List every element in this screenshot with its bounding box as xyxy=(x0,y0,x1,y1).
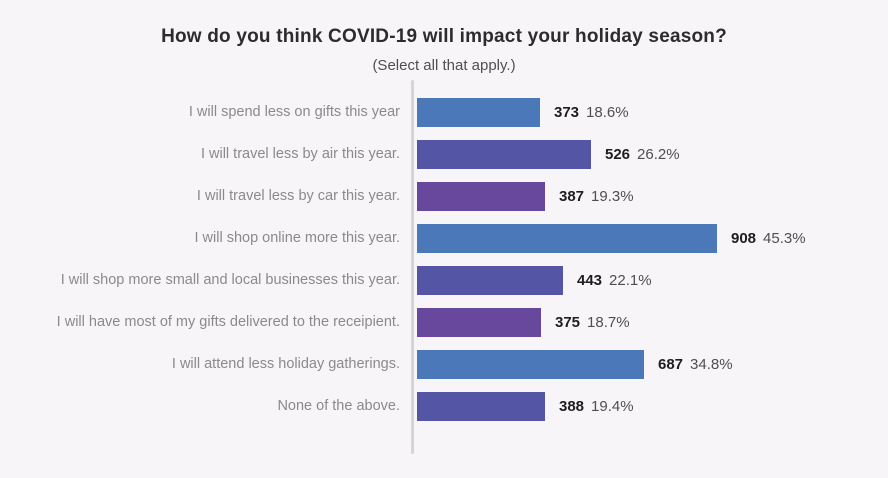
category-label: I will shop online more this year. xyxy=(194,230,400,246)
bar-area: 687 34.8% xyxy=(400,349,888,379)
value-label: 373 xyxy=(554,103,580,121)
bar-area: 375 18.7% xyxy=(400,307,888,337)
bar xyxy=(417,181,545,211)
chart-subtitle: (Select all that apply.) xyxy=(372,57,516,74)
value-label: 526 xyxy=(605,145,631,163)
value-label: 687 xyxy=(658,355,684,373)
value-group: 387 19.3% xyxy=(559,188,634,205)
percent-label: 18.7% xyxy=(587,313,630,331)
y-axis-line xyxy=(411,80,414,454)
value-label: 375 xyxy=(555,313,581,331)
bar xyxy=(417,97,540,127)
bar-row: I will travel less by air this year. 526… xyxy=(0,133,888,175)
value-group: 526 26.2% xyxy=(605,146,680,163)
bar xyxy=(417,139,591,169)
percent-label: 22.1% xyxy=(609,271,652,289)
value-group: 375 18.7% xyxy=(555,314,630,331)
bar-row: I will shop online more this year. 908 45… xyxy=(0,217,888,259)
category-label: I will spend less on gifts this year xyxy=(188,104,400,120)
bar-area: 908 45.3% xyxy=(400,223,888,253)
bar-row: I will attend less holiday gatherings. 6… xyxy=(0,343,888,385)
percent-label: 34.8% xyxy=(690,355,733,373)
category-label: None of the above. xyxy=(277,398,400,414)
value-label: 388 xyxy=(559,397,585,415)
chart-header: How do you think COVID-19 will impact yo… xyxy=(0,0,888,74)
value-label: 387 xyxy=(559,187,585,205)
bar-row: I will shop more small and local busines… xyxy=(0,259,888,301)
bar xyxy=(417,307,541,337)
bar-area: 373 18.6% xyxy=(400,97,888,127)
category-label: I will travel less by car this year. xyxy=(196,188,400,204)
bar-row: I will spend less on gifts this year 373… xyxy=(0,91,888,133)
bar-row: I will travel less by car this year. 387… xyxy=(0,175,888,217)
bar-area: 388 19.4% xyxy=(400,391,888,421)
percent-label: 26.2% xyxy=(637,145,680,163)
chart-title: How do you think COVID-19 will impact yo… xyxy=(161,26,727,47)
category-label: I will shop more small and local busines… xyxy=(60,272,400,288)
value-label: 908 xyxy=(731,229,757,247)
bar xyxy=(417,265,563,295)
bar-row: None of the above. 388 19.4% xyxy=(0,385,888,427)
bar-row: I will have most of my gifts delivered t… xyxy=(0,301,888,343)
percent-label: 19.3% xyxy=(591,187,634,205)
value-group: 443 22.1% xyxy=(577,272,652,289)
bar-area: 443 22.1% xyxy=(400,265,888,295)
bar-chart: I will spend less on gifts this year 373… xyxy=(0,80,888,454)
category-label: I will travel less by air this year. xyxy=(200,146,400,162)
bar xyxy=(417,349,644,379)
category-label: I will have most of my gifts delivered t… xyxy=(56,314,400,330)
value-group: 388 19.4% xyxy=(559,398,634,415)
bar-area: 387 19.3% xyxy=(400,181,888,211)
percent-label: 19.4% xyxy=(591,397,634,415)
value-group: 908 45.3% xyxy=(731,230,806,247)
bar-area: 526 26.2% xyxy=(400,139,888,169)
percent-label: 18.6% xyxy=(586,103,629,121)
percent-label: 45.3% xyxy=(763,229,806,247)
value-group: 687 34.8% xyxy=(658,356,733,373)
value-group: 373 18.6% xyxy=(554,104,629,121)
bar xyxy=(417,391,545,421)
category-label: I will attend less holiday gatherings. xyxy=(171,356,400,372)
value-label: 443 xyxy=(577,271,603,289)
bar xyxy=(417,223,717,253)
bar-rows-container: I will spend less on gifts this year 373… xyxy=(0,91,888,427)
